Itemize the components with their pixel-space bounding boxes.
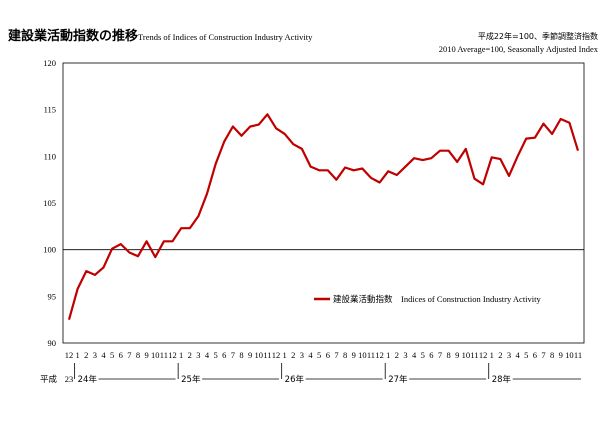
x-tick-label: 5 bbox=[421, 350, 425, 360]
y-tick-label: 95 bbox=[48, 291, 57, 301]
x-tick-label: 11 bbox=[263, 350, 271, 360]
x-tick-label: 11 bbox=[470, 350, 478, 360]
series-line bbox=[67, 113, 580, 320]
y-tick-label: 120 bbox=[43, 58, 56, 68]
x-tick-label: 8 bbox=[136, 350, 140, 360]
y-tick-label: 110 bbox=[44, 151, 56, 161]
x-tick-label: 4 bbox=[101, 350, 106, 360]
x-tick-label: 2 bbox=[291, 350, 295, 360]
x-tick-label: 2 bbox=[84, 350, 88, 360]
x-tick-label: 1 bbox=[490, 350, 494, 360]
x-tick-label: 6 bbox=[326, 350, 330, 360]
year-label: 28年 bbox=[492, 374, 512, 385]
x-tick-label: 8 bbox=[343, 350, 347, 360]
x-tick-label: 7 bbox=[334, 350, 338, 360]
x-tick-label: 6 bbox=[533, 350, 537, 360]
x-tick-label: 8 bbox=[446, 350, 450, 360]
y-tick-label: 90 bbox=[48, 338, 57, 348]
x-tick-label: 5 bbox=[214, 350, 218, 360]
legend-label: 建設業活動指数 Indices of Construction Industry… bbox=[333, 294, 542, 304]
x-tick-label: 2 bbox=[188, 350, 192, 360]
chart-title-en: Trends of Indices of Construction Indust… bbox=[138, 32, 313, 42]
x-tick-label: 2 bbox=[395, 350, 399, 360]
x-tick-label: 11 bbox=[574, 350, 582, 360]
x-tick-label: 7 bbox=[231, 350, 235, 360]
x-tick-label: 9 bbox=[455, 350, 459, 360]
x-tick-label: 4 bbox=[205, 350, 210, 360]
year-label: 27年 bbox=[388, 374, 408, 385]
x-tick-label: 5 bbox=[110, 350, 114, 360]
x-tick-label: 9 bbox=[352, 350, 356, 360]
legend: 建設業活動指数 Indices of Construction Industry… bbox=[314, 294, 542, 304]
x-tick-label: 10 bbox=[462, 350, 471, 360]
x-tick-label: 1 bbox=[179, 350, 183, 360]
x-tick-label: 4 bbox=[412, 350, 417, 360]
x-tick-label: 10 bbox=[358, 350, 367, 360]
year-label: 25年 bbox=[181, 374, 201, 385]
x-tick-label: 4 bbox=[515, 350, 520, 360]
index-note-jp: 平成22年=100、季節調整済指数 bbox=[478, 31, 598, 41]
x-tick-label: 12 bbox=[479, 350, 488, 360]
chart-title-jp: 建設業活動指数の推移 bbox=[8, 28, 138, 44]
x-tick-label: 7 bbox=[541, 350, 545, 360]
x-tick-label: 7 bbox=[438, 350, 442, 360]
plot-area bbox=[62, 62, 585, 344]
x-tick-label: 3 bbox=[93, 350, 97, 360]
y-tick-label: 115 bbox=[44, 105, 56, 115]
x-tick-label: 3 bbox=[507, 350, 511, 360]
x-tick-label: 8 bbox=[550, 350, 554, 360]
x-tick-label: 6 bbox=[429, 350, 433, 360]
x-tick-label: 10 bbox=[151, 350, 160, 360]
era-label: 平成 bbox=[40, 374, 58, 385]
x-tick-label: 7 bbox=[127, 350, 131, 360]
x-tick-label: 12 bbox=[375, 350, 384, 360]
x-tick-label: 9 bbox=[559, 350, 563, 360]
year-label: 23 bbox=[65, 374, 74, 384]
year-label: 26年 bbox=[285, 374, 305, 385]
x-tick-label: 12 bbox=[272, 350, 281, 360]
x-tick-label: 5 bbox=[317, 350, 321, 360]
index-note-en: 2010 Average=100, Seasonally Adjusted In… bbox=[439, 44, 599, 54]
x-tick-label: 11 bbox=[367, 350, 375, 360]
x-tick-label: 12 bbox=[65, 350, 74, 360]
x-tick-label: 3 bbox=[403, 350, 407, 360]
x-tick-label: 6 bbox=[222, 350, 226, 360]
year-label: 24年 bbox=[78, 374, 98, 385]
x-tick-label: 1 bbox=[386, 350, 390, 360]
x-tick-label: 9 bbox=[145, 350, 149, 360]
y-tick-label: 100 bbox=[43, 245, 56, 255]
x-tick-label: 10 bbox=[255, 350, 264, 360]
y-tick-label: 105 bbox=[43, 198, 56, 208]
x-tick-label: 12 bbox=[168, 350, 177, 360]
x-tick-label: 1 bbox=[76, 350, 80, 360]
x-tick-label: 10 bbox=[565, 350, 574, 360]
x-tick-label: 3 bbox=[300, 350, 304, 360]
x-tick-label: 8 bbox=[239, 350, 243, 360]
x-tick-label: 1 bbox=[283, 350, 287, 360]
x-tick-label: 3 bbox=[196, 350, 200, 360]
x-tick-label: 5 bbox=[524, 350, 528, 360]
x-tick-label: 4 bbox=[308, 350, 313, 360]
x-tick-label: 11 bbox=[160, 350, 168, 360]
x-tick-label: 6 bbox=[119, 350, 123, 360]
x-tick-label: 9 bbox=[248, 350, 252, 360]
x-tick-label: 2 bbox=[498, 350, 502, 360]
